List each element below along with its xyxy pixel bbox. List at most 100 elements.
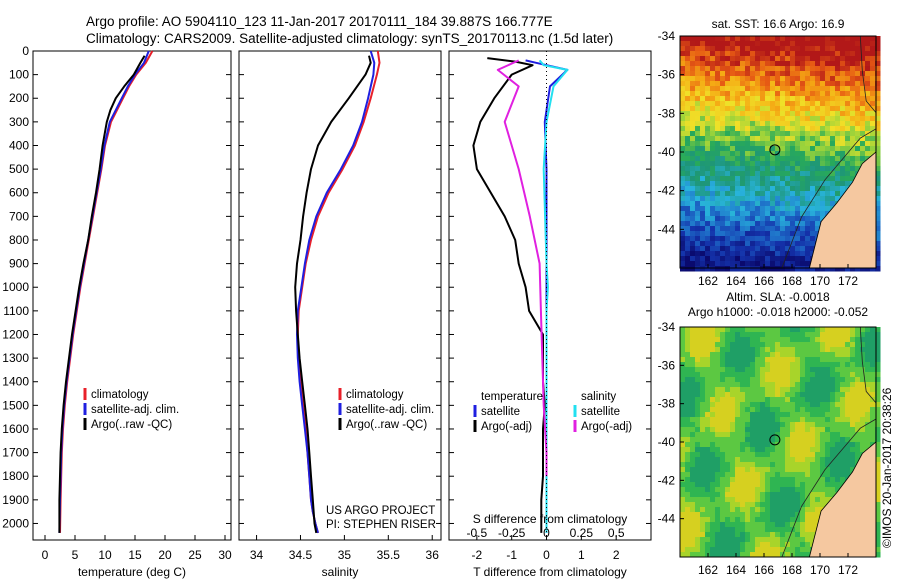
map-cell — [705, 36, 711, 42]
map-cell — [770, 422, 776, 428]
map-cell — [785, 221, 791, 227]
map-cell — [810, 402, 816, 408]
map-cell — [845, 337, 851, 343]
map-cell — [720, 66, 726, 72]
map-cell — [825, 487, 831, 493]
map-cell — [755, 136, 761, 142]
map-cell — [775, 422, 781, 428]
map-cell — [700, 46, 706, 52]
map-cell — [780, 502, 786, 508]
map-cell — [860, 141, 866, 147]
x-tick-label: 35 — [338, 548, 352, 562]
map-cell — [755, 146, 761, 152]
map-cell — [810, 482, 816, 488]
map-cell — [770, 141, 776, 147]
map-cell — [810, 377, 816, 383]
map-cell — [815, 517, 821, 523]
map-cell — [785, 422, 791, 428]
map-cell — [685, 392, 691, 398]
map-cell — [840, 387, 846, 393]
map-cell — [730, 156, 736, 162]
map-cell — [855, 66, 861, 72]
map-cell — [810, 121, 816, 127]
legend-label: climatology — [346, 389, 404, 401]
map-cell — [825, 116, 831, 122]
map-cell — [790, 452, 796, 458]
map-cell — [760, 51, 766, 57]
map-cell — [850, 402, 856, 408]
map-cell — [745, 447, 751, 453]
map-cell — [680, 136, 686, 142]
map-cell — [845, 86, 851, 92]
map-cell — [785, 437, 791, 443]
map-cell — [800, 66, 806, 72]
map-cell — [700, 236, 706, 242]
map-cell — [695, 482, 701, 488]
map-cell — [760, 61, 766, 67]
map-cell — [740, 477, 746, 483]
map-cell — [715, 482, 721, 488]
map-cell — [740, 327, 746, 333]
map-cell — [830, 482, 836, 488]
map-cell — [725, 522, 731, 528]
map-cell — [755, 342, 761, 348]
map-cell — [840, 402, 846, 408]
map-cell — [745, 537, 751, 543]
map-cell — [815, 422, 821, 428]
map-cell — [790, 181, 796, 187]
map-cell — [705, 527, 711, 533]
map-cell — [855, 126, 861, 132]
map-cell — [825, 407, 831, 413]
map-cell — [765, 547, 771, 553]
map-cell — [790, 522, 796, 528]
map-cell — [730, 477, 736, 483]
map-cell — [770, 196, 776, 202]
map-cell — [875, 482, 881, 488]
map-cell — [800, 161, 806, 167]
map-cell — [805, 447, 811, 453]
map-cell — [705, 61, 711, 67]
map-cell — [795, 502, 801, 508]
map-cell — [810, 527, 816, 533]
map-cell — [855, 96, 861, 102]
map-cell — [820, 101, 826, 107]
map-cell — [840, 422, 846, 428]
map-cell — [815, 352, 821, 358]
map-cell — [865, 342, 871, 348]
map-cell — [760, 542, 766, 548]
map-cell — [820, 266, 826, 272]
map-cell — [755, 216, 761, 222]
map-cell — [860, 91, 866, 97]
map-cell — [875, 517, 881, 523]
map-cell — [730, 91, 736, 97]
map-cell — [795, 492, 801, 498]
map-cell — [830, 71, 836, 77]
map-cell — [870, 397, 876, 403]
map-cell — [720, 141, 726, 147]
map-cell — [695, 407, 701, 413]
map-cell — [710, 327, 716, 333]
map-cell — [815, 166, 821, 172]
map-cell — [805, 407, 811, 413]
map-cell — [710, 487, 716, 493]
map-cell — [850, 327, 856, 333]
map-cell — [835, 61, 841, 67]
map-cell — [825, 362, 831, 368]
map-cell — [700, 332, 706, 338]
map-cell — [825, 171, 831, 177]
map-cell — [745, 216, 751, 222]
map-cell — [695, 462, 701, 468]
map-cell — [810, 46, 816, 52]
map-cell — [855, 111, 861, 117]
map-cell — [690, 36, 696, 42]
map-cell — [815, 332, 821, 338]
map-cell — [740, 171, 746, 177]
map-cell — [815, 442, 821, 448]
map-cell — [785, 407, 791, 413]
map-cell — [735, 352, 741, 358]
map-cell — [735, 477, 741, 483]
map-cell — [785, 417, 791, 423]
map-cell — [700, 196, 706, 202]
map-cell — [740, 126, 746, 132]
map-cell — [725, 382, 731, 388]
